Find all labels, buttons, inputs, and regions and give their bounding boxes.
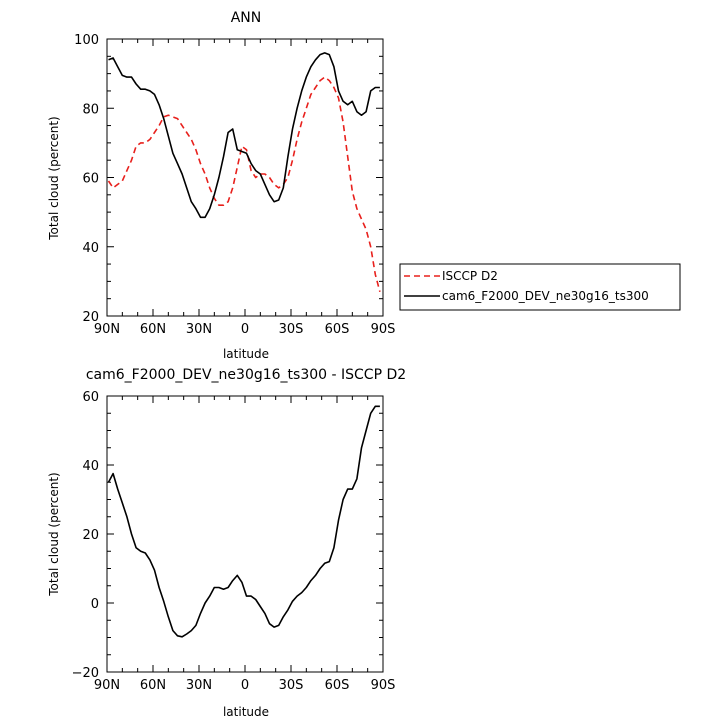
top-series-line-cam6-f2000-dev-ne30g16-ts300 [108,52,380,219]
bottom-plot-frame [106,395,384,673]
bottom-series [107,405,380,638]
top-x-ticks: 90N 60N 30N 0 30S 60S 90S [94,39,396,337]
bottom-x-tick-label: 90N [94,678,120,693]
legend-box [399,263,681,311]
bottom-x-tick-label: 60S [325,678,350,693]
top-x-tick-label: 0 [241,322,249,337]
legend-label-cam6: cam6_F2000_DEV_ne30g16_ts300 [442,289,649,303]
top-series [107,52,381,293]
top-x-tick-label: 90S [371,322,396,337]
bottom-y-tick-label: 40 [82,459,99,474]
top-y-tick-label: 80 [82,102,99,117]
top-y-ticks: 20 40 60 80 100 [74,33,383,325]
top-x-axis-label: latitude [223,347,269,361]
bottom-panel: cam6_F2000_DEV_ne30g16_ts300 - ISCCP D2 … [47,367,406,719]
top-series-line-isccp-d2 [107,76,381,293]
bottom-x-tick-label: 90S [371,678,396,693]
bottom-series-line-difference [107,405,380,638]
top-y-tick-label: 100 [74,33,99,48]
legend: ISCCP D2 cam6_F2000_DEV_ne30g16_ts300 [399,263,681,311]
top-chart-title: ANN [231,10,262,26]
bottom-y-tick-label: 0 [91,597,99,612]
bottom-y-ticks: −20 0 20 40 60 [72,390,383,681]
top-x-tick-label: 90N [94,322,120,337]
bottom-x-axis-label: latitude [223,705,269,719]
top-plot-frame [106,38,384,317]
top-y-tick-label: 60 [82,172,99,187]
top-x-tick-label: 60S [325,322,350,337]
bottom-x-tick-label: 30N [186,678,212,693]
bottom-y-tick-label: 20 [82,528,99,543]
top-x-tick-label: 30N [186,322,212,337]
bottom-x-tick-label: 60N [140,678,166,693]
bottom-y-axis-label: Total cloud (percent) [47,472,61,596]
bottom-chart-title: cam6_F2000_DEV_ne30g16_ts300 - ISCCP D2 [86,367,406,383]
legend-label-isccp: ISCCP D2 [442,269,498,283]
bottom-y-tick-label: 60 [82,390,99,405]
bottom-x-tick-label: 30S [279,678,304,693]
top-x-tick-label: 60N [140,322,166,337]
top-panel: ANN 90N 60N 30N 0 30S 60S 90S 20 40 60 80 100 Tota… [47,10,681,361]
top-y-tick-label: 40 [82,241,99,256]
bottom-x-tick-label: 0 [241,678,249,693]
bottom-x-ticks: 90N 60N 30N 0 30S 60S 90S [94,396,396,693]
top-y-tick-label: 20 [82,310,99,325]
top-y-axis-label: Total cloud (percent) [47,116,61,240]
top-x-tick-label: 30S [279,322,304,337]
bottom-y-tick-label: −20 [72,666,99,681]
